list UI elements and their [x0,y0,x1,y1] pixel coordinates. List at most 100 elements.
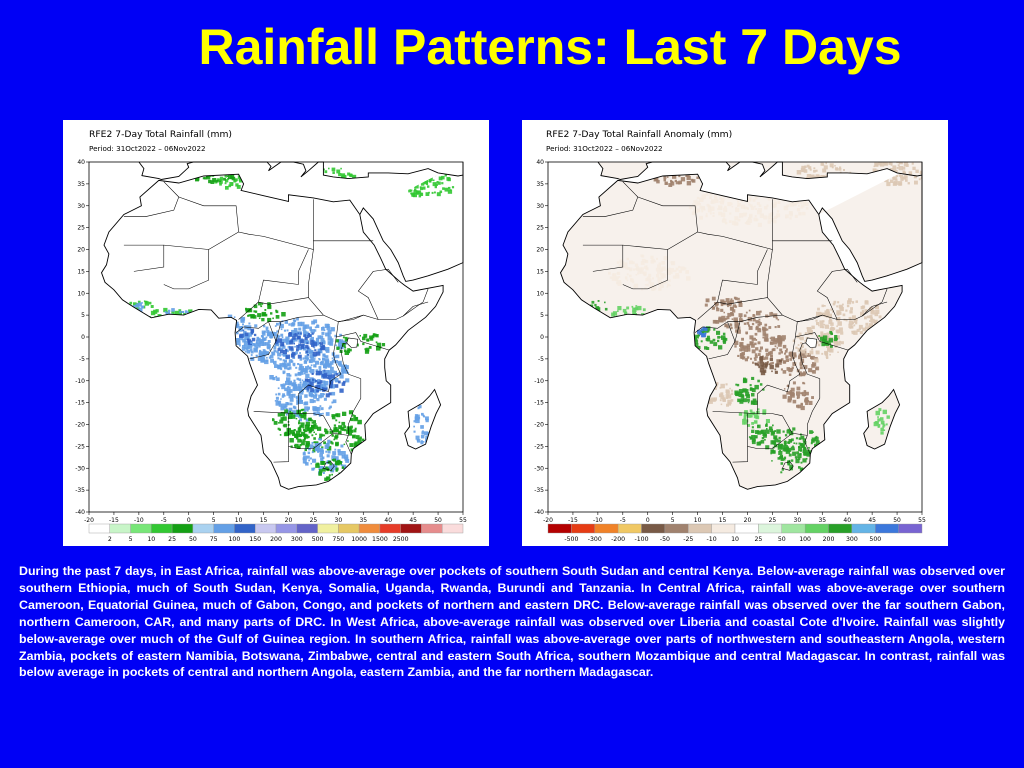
legend-swatch [358,523,381,534]
legend-swatch [296,523,318,534]
country-border [238,301,259,320]
legend-swatch [734,523,759,534]
arabia-coastline [818,162,923,282]
lake-victoria [805,337,818,348]
y-tick-label: -10 [534,378,544,385]
x-tick-label: -20 [543,517,553,524]
country-border [163,196,239,250]
country-border [782,461,794,471]
country-border [235,321,269,333]
y-tick-label: 35 [536,181,544,188]
legend-swatch [641,523,666,534]
lake-victoria [346,337,359,348]
country-border [345,378,362,455]
country-border [253,321,342,414]
x-tick-label: 20 [285,517,293,524]
legend-label: 25 [168,536,176,543]
country-border [249,321,277,360]
x-tick-label: -5 [161,517,167,524]
legend-swatch [192,523,214,534]
y-tick-label: 25 [77,225,85,232]
country-border [862,301,888,317]
y-tick-label: -5 [79,356,85,363]
x-tick-label: 40 [843,517,851,524]
legend-label: 750 [332,536,344,543]
country-border [163,249,209,290]
country-border [797,314,823,322]
country-border [357,268,399,320]
x-tick-label: 50 [893,517,901,524]
legend-swatch [254,523,277,534]
x-tick-label: 10 [694,517,702,524]
legend-swatch [688,523,712,534]
x-tick-label: 30 [335,517,343,524]
legend-label: 75 [210,536,218,543]
y-tick-label: -25 [75,443,85,450]
europe-coastline [138,161,464,180]
country-border [258,249,429,322]
x-tick-label: -5 [620,517,626,524]
rainfall-total-map: RFE2 7-Day Total Rainfall (mm) Period: 3… [63,120,489,546]
legend-label: -500 [564,536,578,543]
y-tick-label: 40 [77,159,85,166]
x-tick-label: 25 [769,517,777,524]
country-border [323,461,335,471]
country-border [732,446,748,463]
country-border [697,301,718,320]
legend-label: 1000 [351,536,367,543]
legend-swatch [617,523,642,534]
legend-label: 100 [799,536,811,543]
legend-swatch [130,523,152,534]
country-border [123,181,180,217]
rainfall-anomaly-map: RFE2 7-Day Total Rainfall Anomaly (mm) P… [522,120,948,546]
y-tick-label: 15 [536,268,544,275]
legend-label: 10 [147,536,155,543]
country-border [795,332,849,351]
legend-swatch [804,523,829,534]
legend-label: 300 [291,536,303,543]
y-tick-label: -40 [75,509,85,516]
x-tick-label: 30 [794,517,802,524]
y-tick-label: 35 [77,181,85,188]
x-tick-label: 15 [260,517,268,524]
legend-label: -100 [634,536,648,543]
country-border [238,199,314,250]
arabia-coastline [359,162,464,282]
y-tick-label: -30 [534,465,544,472]
legend-label: -10 [707,536,717,543]
europe-coastline [597,161,923,180]
description-paragraph: During the past 7 days, in East Africa, … [19,564,1005,680]
legend-swatch [213,523,235,534]
country-border [734,321,741,342]
y-tick-label: 25 [536,225,544,232]
legend-swatch [109,523,131,534]
country-border [816,268,858,320]
legend-label: 200 [270,536,282,543]
x-tick-label: 0 [646,517,650,524]
y-tick-label: -5 [538,356,544,363]
legend-swatch [171,523,194,534]
y-tick-label: 40 [536,159,544,166]
legend-swatch [851,523,876,534]
y-tick-label: 5 [81,312,85,319]
x-tick-label: 5 [212,517,216,524]
madagascar-coastline [404,388,442,450]
y-tick-label: -30 [75,465,85,472]
legend-label: 2 [108,536,112,543]
country-border [123,244,165,272]
y-tick-label: -20 [534,422,544,429]
africa-coastline [101,173,444,490]
y-tick-label: 5 [540,312,544,319]
y-tick-label: -10 [75,378,85,385]
country-border [697,199,773,250]
country-border [747,413,793,449]
x-tick-label: 45 [409,517,417,524]
legend-label: 50 [778,536,786,543]
plot-frame [547,161,923,513]
y-tick-label: 20 [536,247,544,254]
legend-label: 50 [189,536,197,543]
legend-swatch [379,523,401,534]
legend-label: 5 [129,536,133,543]
legend-label: -50 [660,536,670,543]
map-title: RFE2 7-Day Total Rainfall Anomaly (mm) [546,129,732,140]
